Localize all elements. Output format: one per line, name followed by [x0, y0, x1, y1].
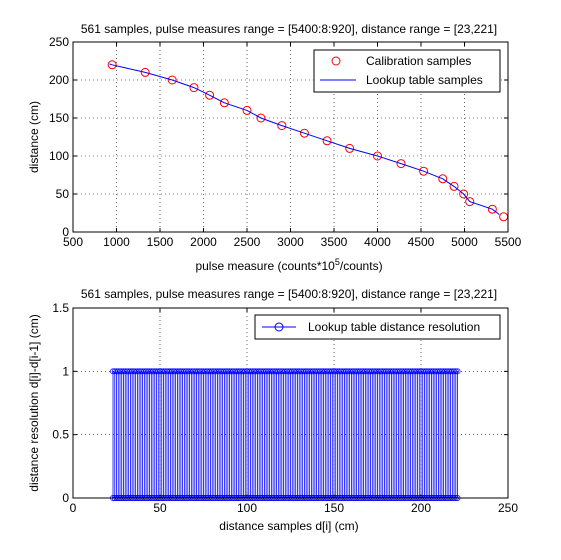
x-tick-label: 500 [63, 235, 83, 249]
x-tick-label: 1500 [147, 235, 174, 249]
calibration-point [487, 204, 497, 214]
bottom-plot-xlabel: distance samples d[i] (cm) [219, 519, 358, 533]
top-plot-grid [73, 42, 508, 232]
calibration-point [219, 98, 229, 108]
calibration-point [189, 83, 199, 93]
legend-calibration-label: Calibration samples [366, 54, 471, 68]
legend-resolution-label: Lookup table distance resolution [308, 320, 480, 334]
y-tick-label: 100 [49, 149, 69, 163]
x-tick-label: 3500 [321, 235, 348, 249]
x-tick-label: 1000 [103, 235, 130, 249]
x-tick-label: 5000 [451, 235, 478, 249]
calibration-point [242, 105, 252, 115]
x-tick-label: 3000 [277, 235, 304, 249]
y-tick-label: 150 [49, 111, 69, 125]
bottom-plot: 561 samples, pulse measures range = [540… [27, 287, 518, 533]
top-plot-xlabel: pulse measure (counts*105/counts) [195, 257, 382, 273]
bottom-plot-title: 561 samples, pulse measures range = [540… [81, 287, 497, 301]
y-tick-label: 0.5 [52, 428, 69, 442]
calibration-point [107, 60, 117, 70]
x-tick-label: 4000 [364, 235, 391, 249]
y-tick-label: 1.5 [52, 301, 69, 315]
calibration-point [205, 90, 215, 100]
calibration-point [465, 197, 475, 207]
x-tick-label: 150 [324, 501, 344, 515]
calibration-point [277, 121, 287, 131]
calibration-point [167, 75, 177, 85]
top-plot-legend: Calibration samples Lookup table samples [313, 49, 501, 93]
y-tick-label: 200 [49, 73, 69, 87]
top-legend-box [313, 49, 501, 93]
x-tick-label: 0 [70, 501, 77, 515]
legend-stem-circle-icon [274, 322, 284, 332]
calibration-point [459, 189, 469, 199]
y-tick-label: 0 [62, 491, 69, 505]
y-tick-label: 50 [56, 187, 70, 201]
x-tick-label: 5500 [495, 235, 522, 249]
y-tick-label: 0 [62, 225, 69, 239]
calibration-point [345, 143, 355, 153]
bottom-plot-frame [72, 307, 509, 499]
legend-lookup-label: Lookup table samples [366, 73, 483, 87]
resolution-point [451, 368, 458, 375]
bottom-plot-ylabel: distance resolution d[i]-d[i-1] (cm) [27, 314, 41, 491]
calibration-point [140, 67, 150, 77]
top-xlabel-sup: 5 [335, 257, 340, 267]
calibration-point [419, 166, 429, 176]
calibration-point [322, 136, 332, 146]
bottom-plot-ticks: 0 50 100 150 200 250 0 0.5 1 1.5 [52, 301, 518, 515]
top-xlabel-prefix: pulse measure (counts*10 [195, 259, 335, 273]
top-xlabel-suffix: /counts) [340, 259, 383, 273]
x-tick-label: 2000 [190, 235, 217, 249]
top-plot-ticks: 500 1000 1500 2000 2500 3000 3500 4000 4500 5000 5… [49, 35, 522, 249]
y-tick-label: 1 [62, 364, 69, 378]
x-tick-label: 50 [153, 501, 167, 515]
resolution-point [452, 368, 459, 375]
top-plot-data [107, 60, 509, 222]
resolution-point [454, 368, 461, 375]
x-tick-label: 200 [411, 501, 431, 515]
x-tick-label: 2500 [234, 235, 261, 249]
x-tick-label: 4500 [408, 235, 435, 249]
lookup-table-line [109, 63, 500, 215]
calibration-point [256, 113, 266, 123]
calibration-point [373, 151, 382, 161]
calibration-point [449, 181, 459, 191]
x-tick-label: 100 [237, 501, 257, 515]
calibration-point [438, 174, 448, 184]
legend-circle-marker-icon [331, 56, 341, 66]
x-tick-label: 250 [498, 501, 518, 515]
y-tick-label: 250 [49, 35, 69, 49]
bottom-plot-legend: Lookup table distance resolution [254, 314, 501, 340]
top-plot-title: 561 samples, pulse measures range = [540… [81, 22, 497, 36]
top-plot-ylabel: distance (cm) [27, 101, 41, 173]
calibration-point [299, 128, 309, 138]
top-plot: 561 samples, pulse measures range = [540… [27, 22, 522, 273]
calibration-point [396, 159, 406, 169]
